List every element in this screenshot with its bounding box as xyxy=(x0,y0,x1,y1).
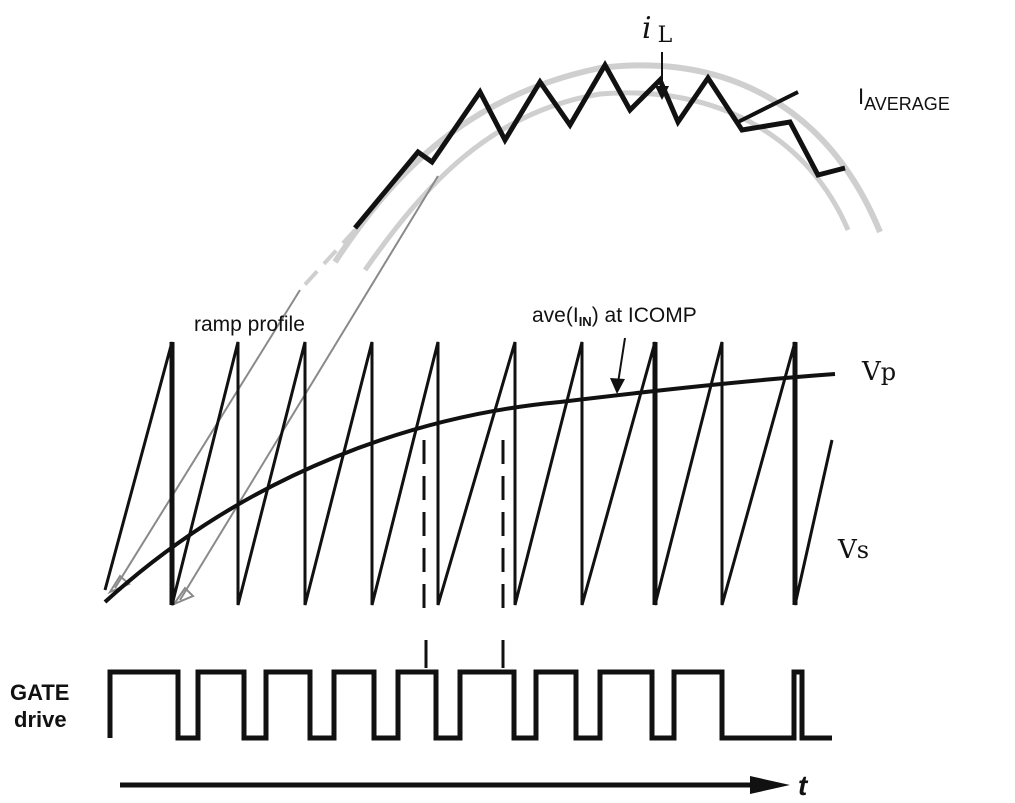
time-axis-arrowhead xyxy=(750,776,790,794)
sawtooth-ramp-vs xyxy=(103,341,834,606)
il-pointer-arrowhead xyxy=(655,86,669,100)
vs-label-main: V xyxy=(837,535,858,565)
ramp-pointer-line-2 xyxy=(114,289,301,589)
ave-icomp-sub: IN xyxy=(579,314,592,329)
iaverage-pointer-line xyxy=(737,90,799,124)
time-axis-label: t xyxy=(798,770,809,801)
vp-label-sub: p xyxy=(881,358,896,386)
iaverage-label: IAVERAGE xyxy=(858,84,950,114)
il-label-main: i xyxy=(642,11,652,46)
vp-label-main: V xyxy=(861,357,882,387)
ave-icomp-prefix: ave(I xyxy=(532,304,579,327)
ramp-dashed-connector xyxy=(298,228,357,292)
gate-label-line1: GATE xyxy=(10,680,69,705)
time-axis-group xyxy=(120,776,790,794)
ave-pointer-arrowhead xyxy=(610,378,625,394)
il-label-sub: L xyxy=(658,23,673,48)
iaverage-label-main: I xyxy=(858,84,864,109)
gate-drive-group xyxy=(107,640,832,741)
gate-drive-waveform xyxy=(107,669,832,741)
average-current-band-inner xyxy=(362,90,851,272)
ramp-pointer-line-1 xyxy=(179,175,439,601)
sawtooth-group xyxy=(103,337,836,610)
ave-icomp-suffix: ) at ICOMP xyxy=(592,304,697,327)
vs-label: Vs xyxy=(837,535,869,565)
vp-curve xyxy=(103,372,836,604)
iaverage-label-sub: AVERAGE xyxy=(864,94,950,114)
vs-label-sub: s xyxy=(857,536,869,564)
ramp-profile-label: ramp profile xyxy=(194,313,305,336)
vp-label: Vp xyxy=(861,357,896,387)
ave-icomp-label: ave(IIN) at ICOMP xyxy=(532,304,697,329)
ramp-profile-pointers xyxy=(107,175,439,607)
ramp-pointer-arrowhead-1 xyxy=(171,586,195,607)
gate-label-line2: drive xyxy=(14,707,67,732)
ave-pointer-arrow xyxy=(617,337,626,384)
average-current-band-outer xyxy=(332,62,883,264)
inductor-current-group xyxy=(332,52,883,272)
inductor-current-waveform xyxy=(353,59,846,230)
